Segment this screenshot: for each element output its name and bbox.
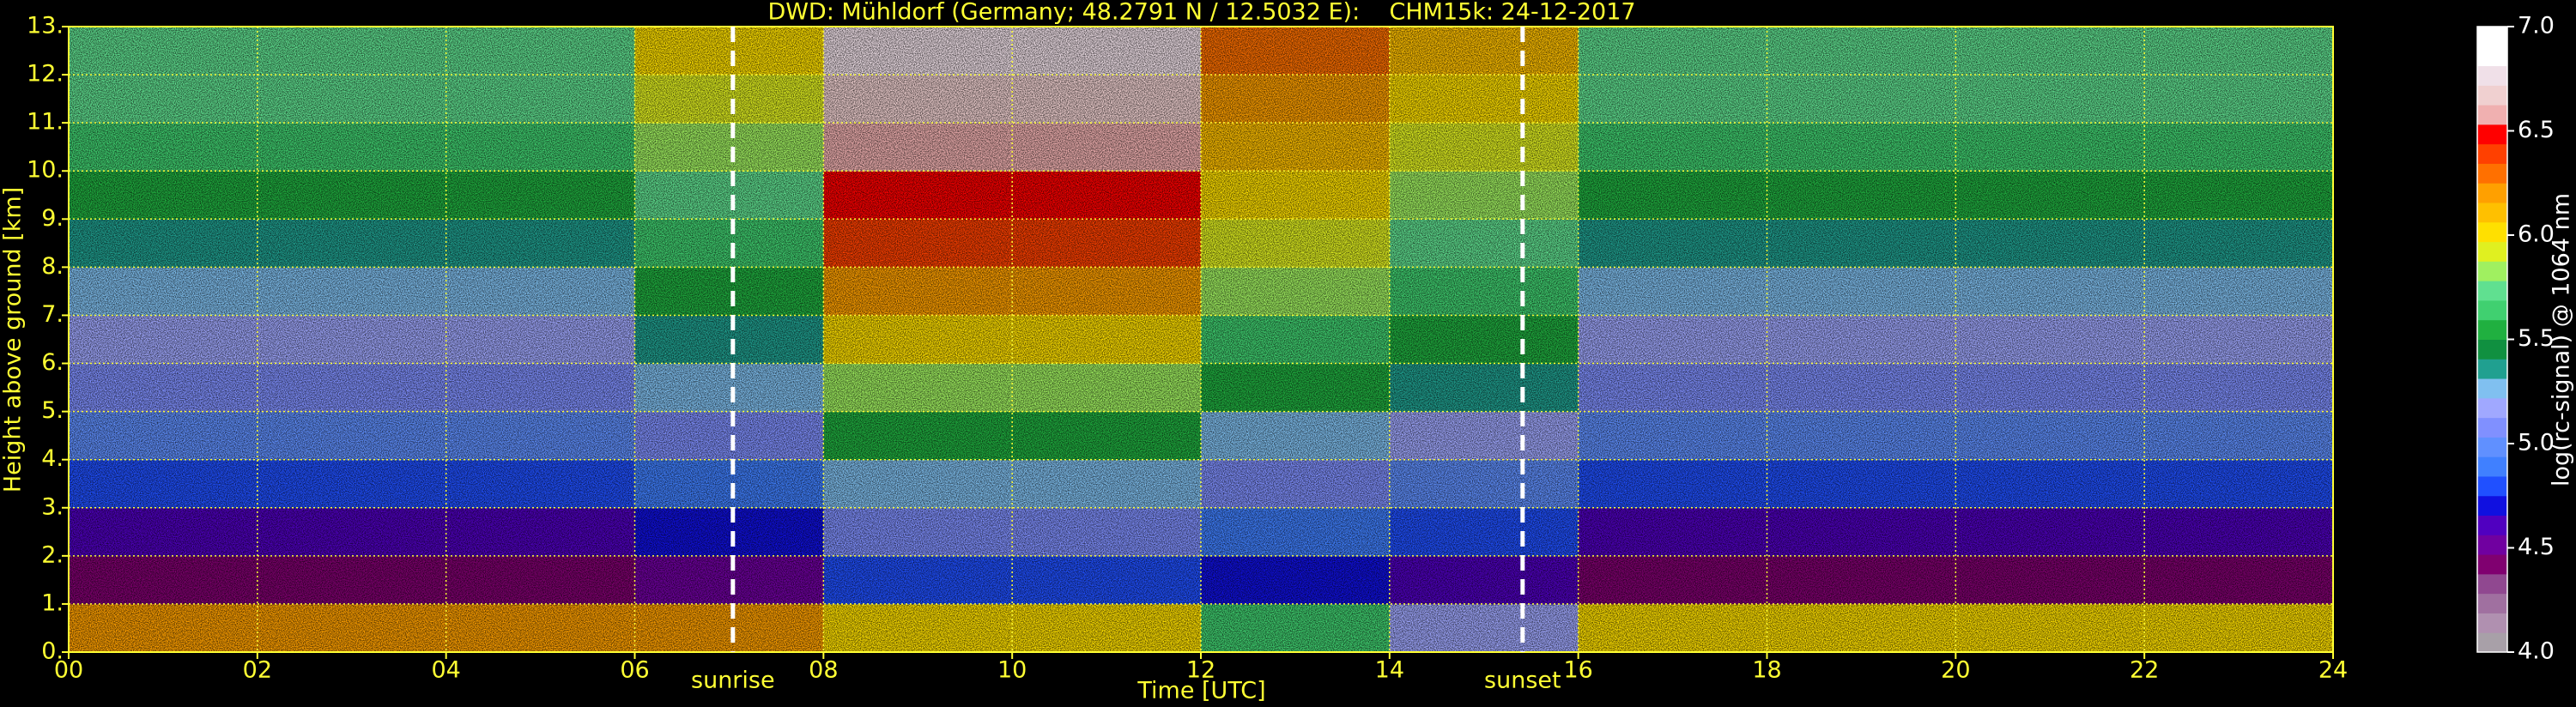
colorbar-segment xyxy=(2477,554,2507,575)
colorbar-segment xyxy=(2477,397,2507,419)
colorbar-segment xyxy=(2477,417,2507,438)
colorbar-segment xyxy=(2477,261,2507,281)
x-tick-label: 14 xyxy=(1375,657,1404,684)
x-tick-label: 06 xyxy=(620,657,649,684)
x-tick-label: 16 xyxy=(1563,657,1592,684)
colorbar-tick-label: 5.0 xyxy=(2518,430,2555,456)
colorbar-segment xyxy=(2477,143,2507,164)
colorbar-tick-label: 5.5 xyxy=(2518,325,2555,352)
x-axis-label: Time [UTC] xyxy=(1136,678,1265,704)
colorbar-segment xyxy=(2477,515,2507,535)
y-tick-label: 0. xyxy=(41,638,64,665)
x-tick-label: 08 xyxy=(809,657,838,684)
chart-title: DWD: Mühldorf (Germany; 48.2791 N / 12.5… xyxy=(767,0,1635,26)
annotation-label: sunset xyxy=(1484,668,1561,694)
colorbar-segment xyxy=(2477,573,2507,595)
y-tick-label: 6. xyxy=(41,349,64,376)
colorbar-tick-label: 4.0 xyxy=(2518,638,2555,665)
y-tick-label: 1. xyxy=(41,589,64,616)
colorbar-tick-label: 6.0 xyxy=(2518,221,2555,248)
y-tick-label: 2. xyxy=(41,541,64,568)
colorbar-segment xyxy=(2477,124,2507,145)
x-tick-label: 24 xyxy=(2318,657,2348,684)
colorbar-segment xyxy=(2477,613,2507,633)
colorbar-segment xyxy=(2477,183,2507,203)
colorbar-segment xyxy=(2477,45,2507,67)
x-tick-label: 04 xyxy=(431,657,460,684)
colorbar-tick-label: 6.5 xyxy=(2518,117,2555,143)
colorbar-segment xyxy=(2477,495,2507,517)
colorbar-label: log(rc-signal) @ 1064 nm xyxy=(2549,193,2575,486)
colorbar-segment xyxy=(2477,475,2507,497)
colorbar-tick-label: 4.5 xyxy=(2518,534,2555,560)
colorbar-segment xyxy=(2477,339,2507,360)
colorbar-segment xyxy=(2477,378,2507,399)
y-tick-label: 11. xyxy=(27,109,64,136)
y-tick-label: 8. xyxy=(41,253,64,280)
colorbar-segment xyxy=(2477,85,2507,106)
colorbar-segment xyxy=(2477,535,2507,555)
y-tick-label: 13. xyxy=(27,13,64,39)
colorbar-segment xyxy=(2477,202,2507,223)
x-tick-label: 18 xyxy=(1752,657,1781,684)
x-tick-label: 02 xyxy=(243,657,272,684)
x-tick-label: 00 xyxy=(54,657,83,684)
y-tick-label: 12. xyxy=(27,61,64,88)
colorbar-segment xyxy=(2477,456,2507,477)
annotation-label: sunrise xyxy=(691,668,775,694)
colorbar-segment xyxy=(2477,241,2507,262)
y-tick-label: 9. xyxy=(41,205,64,232)
colorbar-segment xyxy=(2477,163,2507,184)
y-tick-label: 3. xyxy=(41,493,64,520)
colorbar-segment xyxy=(2477,65,2507,86)
colorbar-segment xyxy=(2477,359,2507,379)
colorbar-segment xyxy=(2477,593,2507,613)
colorbar-tick-label: 7.0 xyxy=(2518,13,2555,39)
colorbar-segment xyxy=(2477,27,2507,47)
y-axis-label: Height above ground [km] xyxy=(0,187,27,492)
y-tick-label: 7. xyxy=(41,301,64,328)
plot-frame xyxy=(68,26,2334,653)
y-tick-label: 5. xyxy=(41,397,64,424)
y-tick-label: 10. xyxy=(27,157,64,184)
x-tick-label: 20 xyxy=(1941,657,1970,684)
x-tick-label: 12 xyxy=(1186,657,1215,684)
x-tick-label: 22 xyxy=(2130,657,2159,684)
y-tick-label: 4. xyxy=(41,445,64,472)
x-tick-label: 10 xyxy=(997,657,1027,684)
colorbar-segment xyxy=(2477,221,2507,243)
colorbar-segment xyxy=(2477,632,2507,653)
colorbar-segment xyxy=(2477,319,2507,340)
colorbar-segment xyxy=(2477,299,2507,321)
colorbar-segment xyxy=(2477,105,2507,125)
colorbar-segment xyxy=(2477,437,2507,457)
noise-texture xyxy=(69,27,2333,652)
colorbar-segment xyxy=(2477,281,2507,301)
